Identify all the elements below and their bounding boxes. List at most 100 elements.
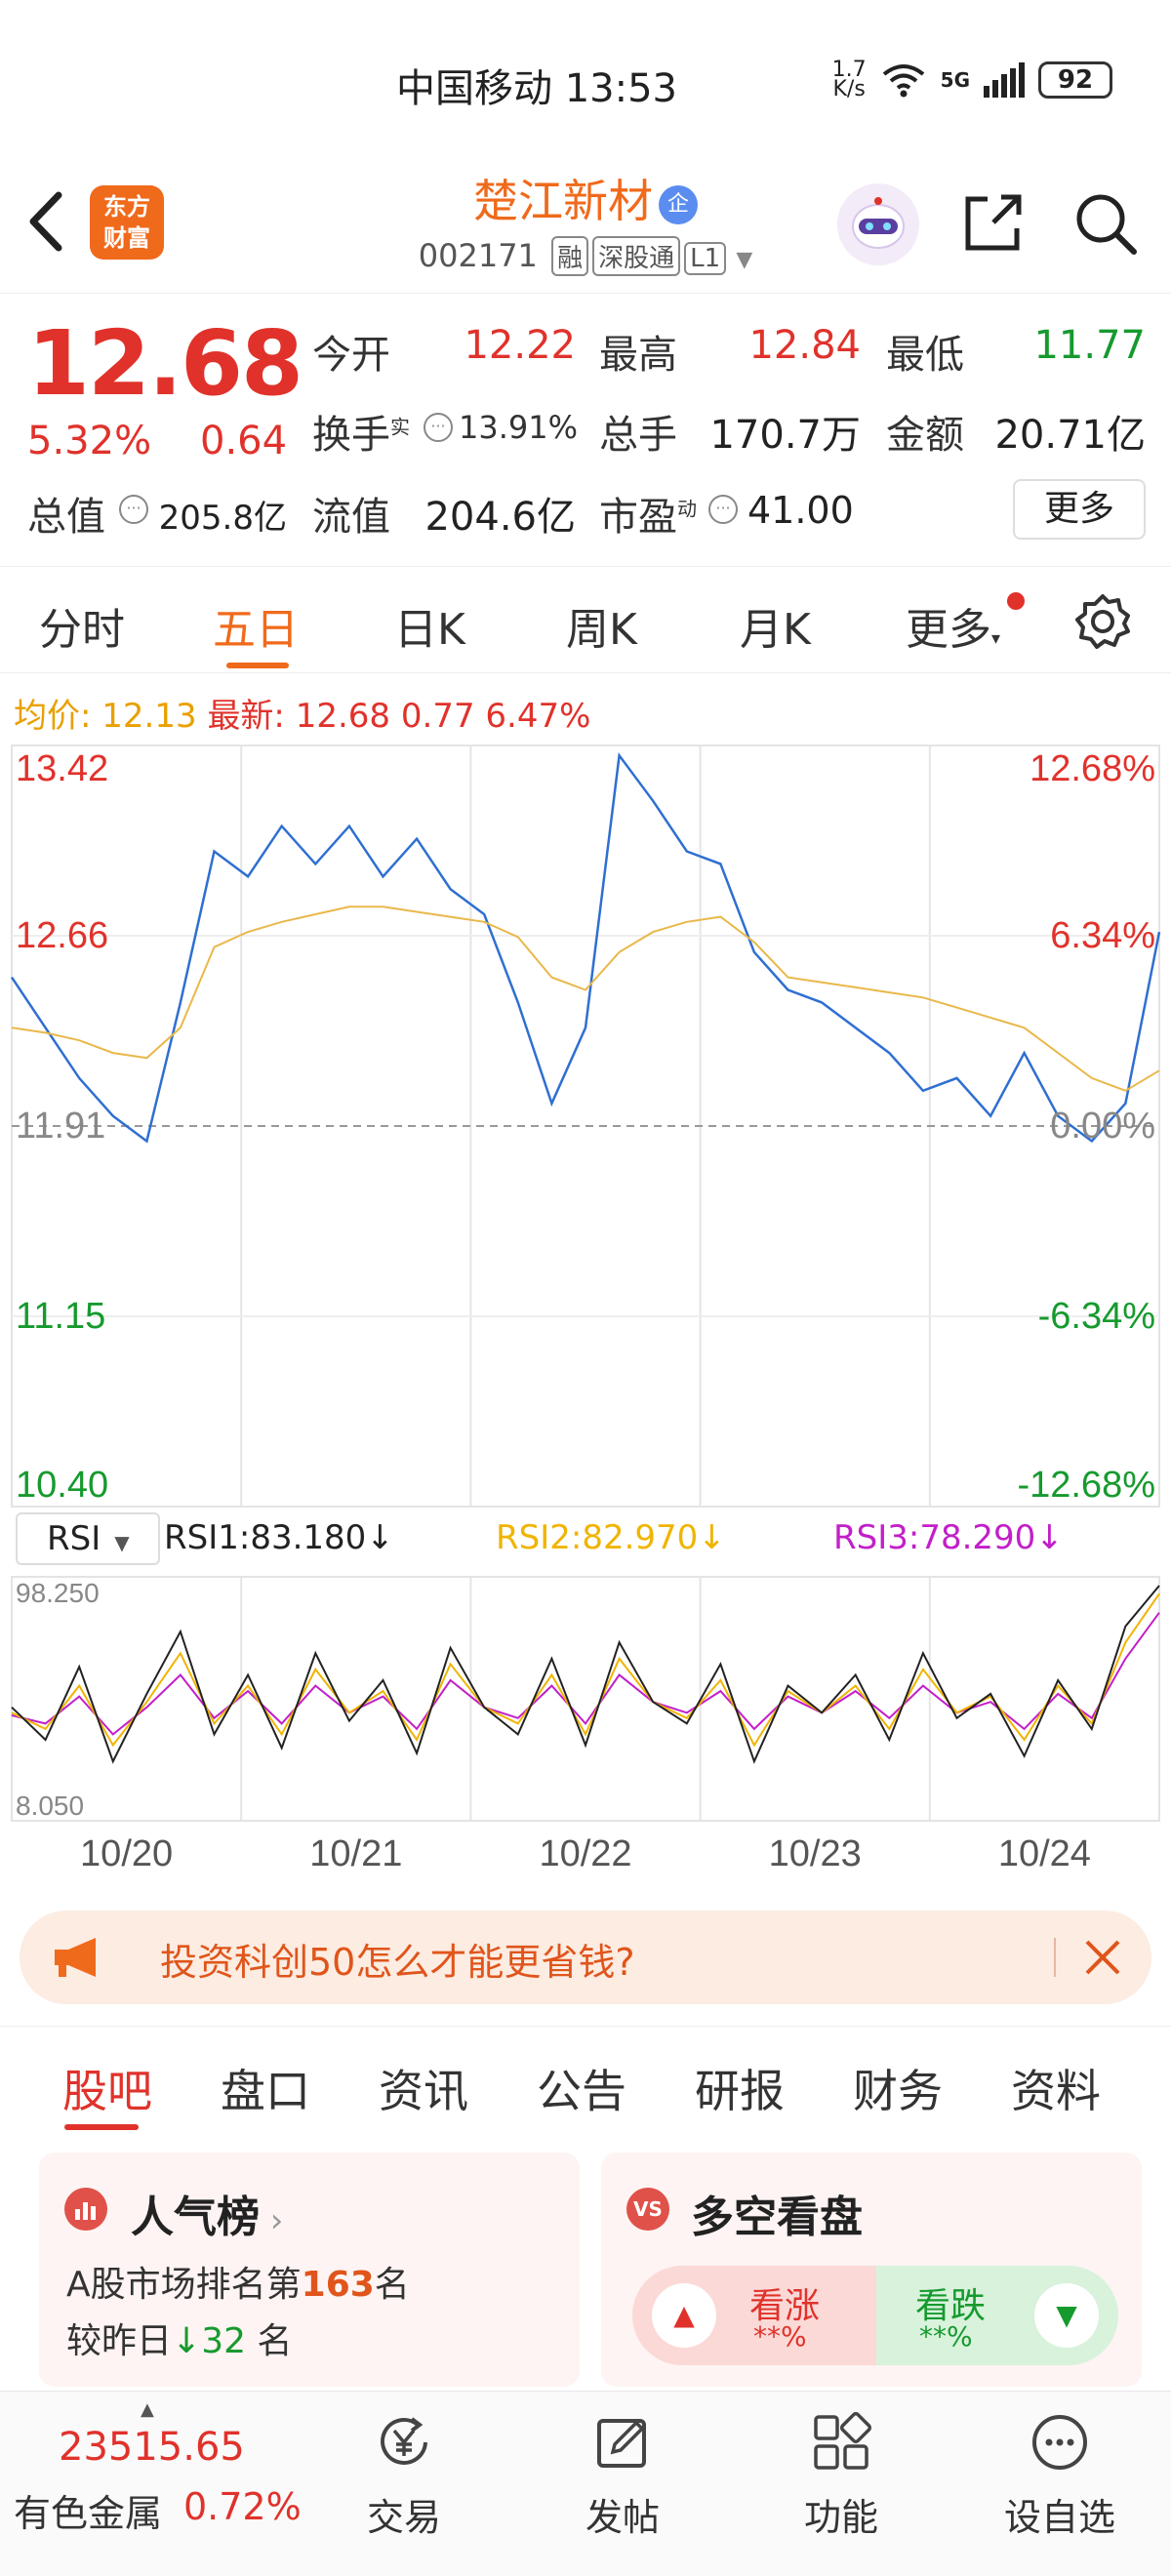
vs-icon: VS: [626, 2188, 669, 2231]
rsi-line-rsi3_values: [11, 1612, 1160, 1736]
close-icon: [1085, 1940, 1120, 1975]
pe-sup: 动: [677, 497, 697, 521]
tab-monthly-k[interactable]: 月K: [740, 605, 811, 655]
pe-value: 41.00: [747, 489, 854, 532]
tab-intraday[interactable]: 分时: [39, 605, 125, 655]
level-tag: L1: [684, 242, 727, 275]
promo-banner[interactable]: 投资科创50怎么才能更省钱?: [20, 1911, 1151, 2004]
tab-daily-k[interactable]: 日K: [394, 605, 465, 655]
tab-more[interactable]: 更多▾: [906, 605, 1001, 655]
more-dots-icon[interactable]: ···: [708, 495, 738, 524]
y-tick-left: 13.42: [16, 748, 108, 789]
ai-assistant-icon[interactable]: [837, 183, 919, 265]
series-line-price: [10, 752, 1161, 1144]
change-percent: 5.32%: [27, 419, 152, 463]
y-tick-right: 0.00%: [1050, 1106, 1155, 1147]
stock-title: 楚江新材企: [0, 166, 1171, 230]
latest-value: 12.68: [295, 697, 391, 736]
avg-label: 均价:: [14, 697, 92, 736]
turnover-sup: 实: [390, 415, 410, 439]
settings-button[interactable]: [1073, 592, 1132, 651]
share-button[interactable]: [958, 187, 1029, 258]
stock-code-row[interactable]: 002171 融深股通 L1 ▼: [0, 236, 1171, 276]
tab-five-day[interactable]: 五日: [213, 605, 299, 655]
share-icon: [965, 194, 1022, 251]
close-button[interactable]: [1081, 1936, 1124, 1979]
caret-down-icon: ▼: [736, 248, 753, 272]
status-indicators: 1.7 K/s 5G 92: [831, 58, 1112, 101]
enterprise-badge: 企: [659, 184, 698, 224]
tab-news[interactable]: 资讯: [379, 2065, 468, 2117]
sentiment-card[interactable]: VS 多空看盘 ▲ 看涨 **% 看跌 **% ▼: [601, 2153, 1142, 2387]
bear-button[interactable]: 看跌 **% ▼: [876, 2266, 1118, 2365]
nav-add-watchlist-label: 设自选: [1003, 2496, 1115, 2539]
open-label: 今开: [312, 333, 390, 378]
high-value: 12.84: [748, 323, 861, 368]
tab-order-book[interactable]: 盘口: [221, 2065, 310, 2117]
divider: [1054, 1938, 1056, 1977]
y-tick-right: -6.34%: [1038, 1296, 1155, 1337]
rsi2-value: RSI2:82.970↓: [496, 1518, 726, 1557]
more-dots-icon: [1032, 2415, 1087, 2470]
notification-dot: [1007, 592, 1025, 610]
popularity-title: 人气榜 ›: [131, 2193, 284, 2242]
open-value: 12.22: [464, 323, 576, 368]
indicator-select[interactable]: RSI ▼: [16, 1512, 160, 1565]
bull-button[interactable]: ▲ 看涨 **%: [632, 2266, 876, 2365]
nav-post-label: 发帖: [585, 2496, 660, 2539]
arrow-down-icon: ▼: [1034, 2283, 1099, 2348]
more-dots-icon[interactable]: ···: [424, 413, 453, 442]
sentiment-title: 多空看盘: [691, 2193, 863, 2242]
latest-label: 最新:: [207, 697, 285, 736]
stock-header: 东方 财富 楚江新材企 002171 融深股通 L1 ▼: [0, 166, 1171, 293]
rank-delta: 32: [201, 2321, 246, 2361]
margin-tag: 融: [551, 236, 589, 276]
rank-delta-line: 较昨日↓32 名: [66, 2321, 293, 2361]
quote-panel: 12.68 5.32% 0.64 今开 12.22 最高 12.84 最低 11…: [0, 293, 1171, 564]
nav-functions[interactable]: 功能: [744, 2392, 939, 2576]
index-value: 23515.65: [59, 2425, 245, 2470]
popularity-card[interactable]: 人气榜 › A股市场排名第163名 较昨日↓32 名: [39, 2153, 580, 2387]
turnover-label: 换手实: [312, 413, 410, 458]
y-tick-right: 6.34%: [1050, 915, 1155, 956]
tab-research[interactable]: 研报: [695, 2065, 785, 2117]
active-tab-indicator: [226, 663, 289, 668]
five-day-chart[interactable]: 13.42 12.68% 12.66 6.34% 11.91 0.00% 11.15 -6.3…: [0, 742, 1171, 1893]
net-speed: 1.7 K/s: [831, 58, 867, 101]
series-line-avg: [11, 906, 1160, 1092]
active-tab-indicator: [64, 2124, 139, 2130]
mktcap-label: 总值: [27, 495, 105, 540]
bear-value: **%: [919, 2320, 973, 2353]
back-button[interactable]: [21, 187, 80, 265]
stock-code: 002171: [418, 237, 538, 274]
nav-post[interactable]: 发帖: [525, 2392, 720, 2576]
search-button[interactable]: [1070, 187, 1140, 258]
connect-tag: 深股通: [592, 236, 681, 276]
nav-add-watchlist[interactable]: 设自选: [962, 2392, 1157, 2576]
tab-financials[interactable]: 财务: [853, 2065, 943, 2117]
stock-name: 楚江新材: [473, 175, 653, 227]
arrow-down-icon: ↓: [172, 2321, 202, 2361]
tab-guba[interactable]: 股吧: [62, 2065, 152, 2117]
app-logo: 东方 财富: [90, 185, 164, 260]
wifi-icon: [882, 64, 924, 98]
tab-weekly-k[interactable]: 周K: [566, 605, 637, 655]
more-button[interactable]: 更多: [1013, 479, 1146, 540]
market-index-widget[interactable]: ▲ 23515.65 有色金属 0.72%: [0, 2392, 312, 2576]
high-label: 最高: [599, 333, 677, 378]
tab-announcements[interactable]: 公告: [537, 2065, 626, 2117]
avg-price-row: 均价: 12.13 最新: 12.68 0.77 6.47%: [14, 689, 590, 737]
tab-profile[interactable]: 资料: [1011, 2065, 1101, 2117]
nav-trade[interactable]: 交易: [306, 2392, 502, 2576]
rsi-line-rsi1_values: [11, 1585, 1160, 1764]
more-dots-icon[interactable]: ···: [119, 495, 148, 524]
latest-change: 0.77: [400, 697, 475, 736]
y-tick-left: 10.40: [16, 1465, 108, 1506]
banner-text: 投资科创50怎么才能更省钱?: [160, 1941, 635, 1984]
pe-label: 市盈动: [599, 495, 697, 540]
y-tick-right: -12.68%: [1017, 1465, 1155, 1506]
gear-icon: [1075, 594, 1130, 649]
volume-value: 170.7万: [709, 413, 861, 458]
signal-label: 5G: [940, 68, 970, 92]
latest-pct: 6.47%: [485, 697, 591, 736]
